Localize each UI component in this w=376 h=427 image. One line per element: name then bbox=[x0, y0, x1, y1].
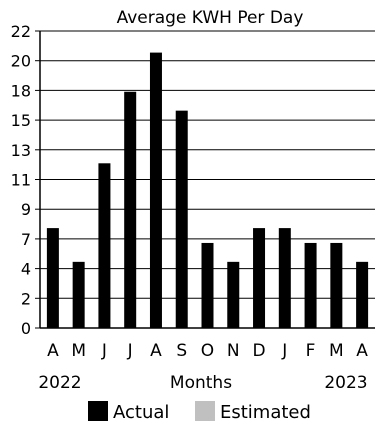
bar-actual bbox=[175, 110, 188, 329]
legend-swatch-estimated bbox=[195, 401, 215, 421]
x-tick-label: F bbox=[306, 341, 316, 361]
x-tick-label: D bbox=[252, 341, 265, 361]
end-year-label: 2023 bbox=[324, 373, 367, 393]
legend: Actual Estimated bbox=[88, 401, 311, 423]
x-axis-label: Months bbox=[170, 373, 232, 393]
start-year-label: 2022 bbox=[38, 373, 81, 393]
legend-swatch-actual bbox=[88, 401, 108, 421]
gridlines bbox=[40, 30, 375, 299]
x-tick-label: J bbox=[281, 341, 287, 361]
bar-actual bbox=[72, 261, 85, 328]
bar-actual bbox=[46, 228, 59, 328]
x-tick-label: M bbox=[329, 341, 344, 361]
x-tick-label: M bbox=[71, 341, 86, 361]
x-tick-label: J bbox=[127, 341, 133, 361]
chart-title: Average KWH Per Day bbox=[117, 8, 304, 28]
bar-actual bbox=[124, 91, 137, 328]
bar-actual bbox=[98, 163, 111, 328]
y-tick-label: 2 bbox=[21, 289, 31, 308]
y-tick-label: 20 bbox=[11, 52, 31, 71]
bar-actual bbox=[278, 228, 291, 328]
bar-actual bbox=[201, 242, 214, 328]
bar-actual bbox=[304, 242, 317, 328]
x-tick-label: A bbox=[150, 341, 162, 361]
y-axis-ticks: 0 2 4 7 9 11 13 15 18 20 22 bbox=[11, 22, 40, 338]
x-tick-label: S bbox=[176, 341, 187, 361]
bar-actual bbox=[356, 261, 369, 328]
y-tick-label: 18 bbox=[11, 81, 31, 100]
bar-actual bbox=[330, 242, 343, 328]
bar-actual bbox=[253, 228, 266, 328]
x-tick-label: A bbox=[356, 341, 368, 361]
legend-label-estimated: Estimated bbox=[220, 402, 311, 423]
bars bbox=[46, 52, 369, 329]
y-tick-label: 11 bbox=[11, 171, 31, 190]
y-tick-label: 4 bbox=[21, 260, 31, 279]
x-tick-label: N bbox=[227, 341, 240, 361]
y-tick-label: 9 bbox=[21, 200, 31, 219]
bar-actual bbox=[149, 52, 162, 328]
y-tick-label: 15 bbox=[11, 111, 31, 130]
y-tick-label: 22 bbox=[11, 22, 31, 41]
x-tick-label: O bbox=[201, 341, 214, 361]
y-tick-label: 13 bbox=[11, 141, 31, 160]
x-tick-label: J bbox=[101, 341, 107, 361]
y-tick-label: 7 bbox=[21, 230, 31, 249]
bar-actual bbox=[227, 261, 240, 328]
y-tick-label: 0 bbox=[21, 319, 31, 338]
legend-label-actual: Actual bbox=[113, 402, 169, 423]
x-tick-label: A bbox=[47, 341, 59, 361]
